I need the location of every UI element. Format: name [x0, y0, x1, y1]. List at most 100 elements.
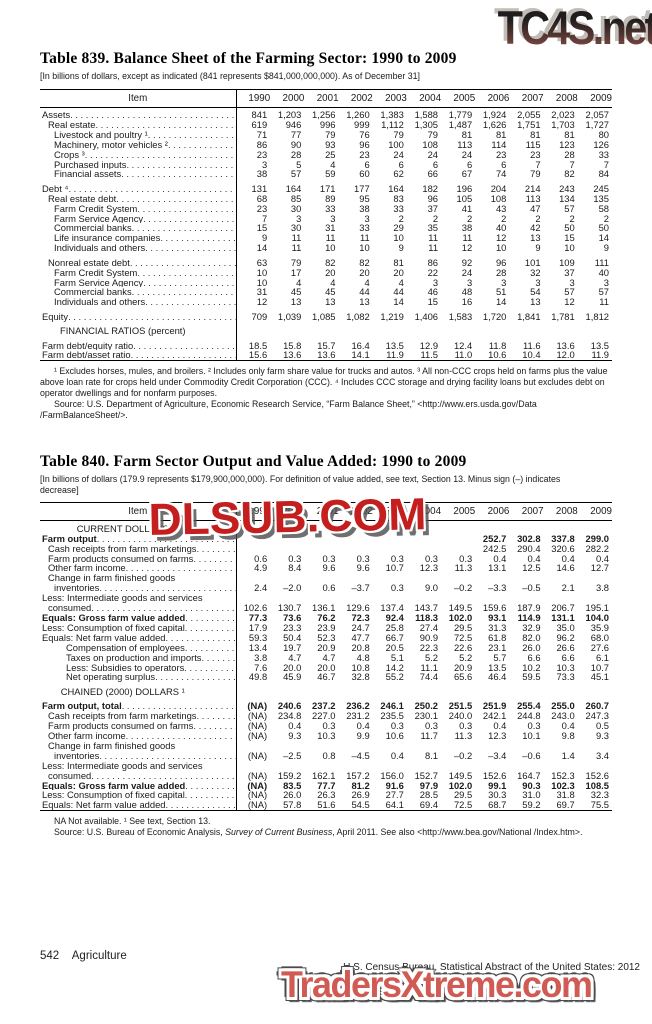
value-cell: 12 — [495, 232, 507, 244]
value-cell: 0.4 — [288, 720, 302, 732]
year-column-header: 2001 — [304, 502, 339, 522]
row-label: inventories — [40, 750, 237, 761]
value-cell: 20.9 — [453, 661, 473, 673]
value-cell: 44 — [393, 286, 404, 298]
value-cell: 2,057 — [585, 109, 609, 120]
value-cell: 32.3 — [590, 789, 609, 801]
value-cell: 89 — [325, 192, 336, 204]
row-label: Life insurance companies — [40, 233, 237, 244]
value-cell: 14.1 — [351, 349, 370, 361]
value-cell: 72.5 — [453, 799, 473, 811]
value-cell: 143.7 — [414, 602, 439, 614]
value-cell: 9 — [261, 232, 268, 244]
value-cell — [441, 521, 475, 534]
value-cell: 1,812 — [585, 310, 609, 322]
value-cell: 134 — [559, 192, 575, 204]
row-label: Farm Credit System — [40, 267, 237, 278]
value-cell: 0.5 — [595, 720, 609, 732]
value-cell: 337.8 — [551, 532, 575, 544]
value-cell: 14 — [598, 232, 609, 244]
value-cell: 1,406 — [414, 310, 439, 322]
value-cell: 255.4 — [517, 700, 541, 712]
value-cell: 1,924 — [482, 109, 507, 120]
value-cell: 50 — [564, 222, 575, 234]
value-cell: 11.1 — [420, 661, 439, 673]
value-cell: 12.3 — [488, 729, 507, 741]
value-cell: 26.0 — [522, 641, 541, 653]
value-cell: 1,583 — [448, 310, 473, 322]
value-cell: 13.4 — [248, 641, 268, 653]
value-cell: 26.6 — [556, 641, 575, 653]
value-cell: 3.8 — [254, 651, 268, 663]
value-cell: 9.3 — [595, 729, 609, 741]
value-cell: 302.8 — [517, 532, 541, 544]
value-cell: 290.4 — [517, 542, 541, 554]
value-cell: 10.7 — [590, 661, 609, 673]
value-cell: 97.9 — [419, 779, 439, 791]
value-cell: 118.3 — [415, 612, 439, 623]
value-cell: 26.9 — [351, 789, 370, 801]
value-cell: 164 — [285, 182, 302, 194]
row-label: Equals: Gross farm value added — [40, 613, 237, 623]
value-cell: 57 — [564, 286, 575, 298]
value-cell — [339, 322, 373, 336]
value-cell: 9.6 — [356, 562, 370, 574]
table-row: Taxes on production and imports 3.8 4.7 4.7… — [40, 651, 612, 663]
value-cell: 0.4 — [356, 720, 370, 732]
value-cell: 260.7 — [585, 700, 609, 712]
value-cell: 108.5 — [585, 779, 609, 791]
value-cell — [509, 682, 543, 696]
value-cell: 9 — [603, 242, 609, 254]
value-cell: 282.2 — [585, 542, 609, 554]
value-cell — [441, 534, 475, 544]
value-cell: 1,039 — [277, 310, 302, 322]
value-cell: 13.5 — [590, 339, 609, 351]
value-cell: 25.8 — [385, 621, 404, 633]
table-839-source: Source: U.S. Department of Agriculture, … — [40, 399, 537, 421]
row-label: Debt ⁴ — [40, 179, 237, 194]
row-label: Nonreal estate debt — [40, 253, 237, 268]
value-cell: 77.3 — [248, 612, 268, 623]
value-cell: 7 — [603, 158, 609, 170]
value-cell: 11.3 — [454, 562, 473, 574]
value-cell: 81 — [564, 128, 575, 140]
value-cell: 9 — [535, 242, 541, 254]
table-840-source: Source: U.S. Bureau of Economic Analysis… — [54, 827, 583, 838]
value-cell: 82.0 — [522, 631, 541, 643]
value-cell: 68 — [256, 192, 268, 204]
value-cell: 13 — [530, 296, 541, 308]
value-cell: 240.0 — [448, 710, 473, 722]
value-cell: 251.9 — [482, 700, 507, 712]
value-cell: 48 — [461, 286, 473, 298]
value-cell: 82 — [325, 256, 336, 268]
watermark-tradersxtreme: TradersXtreme.com — [281, 964, 593, 1005]
value-cell — [509, 322, 543, 336]
table-row: Less: Consumption of fixed capital (NA) 26… — [40, 789, 612, 801]
row-label: consumed — [40, 603, 237, 613]
value-cell: 131.1 — [551, 612, 575, 623]
value-cell: 11.9 — [591, 349, 609, 361]
value-cell: 115 — [525, 138, 541, 150]
value-cell: 20.9 — [317, 641, 336, 653]
table-row: Farm Credit System 10 17 20 20 20 22 24 28 32 37 40 — [40, 266, 612, 278]
value-cell: 2,055 — [517, 109, 541, 120]
value-cell: (NA) — [247, 729, 268, 741]
value-cell: 0.3 — [390, 582, 404, 594]
value-cell: 28.5 — [419, 789, 439, 801]
item-column-header: Item — [40, 89, 237, 108]
value-cell: 47.7 — [351, 631, 370, 643]
value-cell — [578, 682, 612, 696]
value-cell: 20 — [359, 266, 370, 278]
value-cell: 4.7 — [322, 651, 336, 663]
value-cell: 23.3 — [283, 621, 302, 633]
row-label: Commercial banks — [40, 223, 237, 234]
value-cell: 90.9 — [419, 631, 439, 643]
year-column-header: 2000 — [270, 502, 305, 522]
value-cell: 206.7 — [551, 602, 575, 614]
value-cell — [544, 682, 578, 696]
value-cell: 243 — [559, 182, 575, 194]
year-column-header: 2002 — [338, 89, 373, 108]
value-cell: 5.7 — [493, 651, 507, 663]
table-row: Equals: Net farm value added (NA) 57.8 51.6… — [40, 799, 612, 811]
